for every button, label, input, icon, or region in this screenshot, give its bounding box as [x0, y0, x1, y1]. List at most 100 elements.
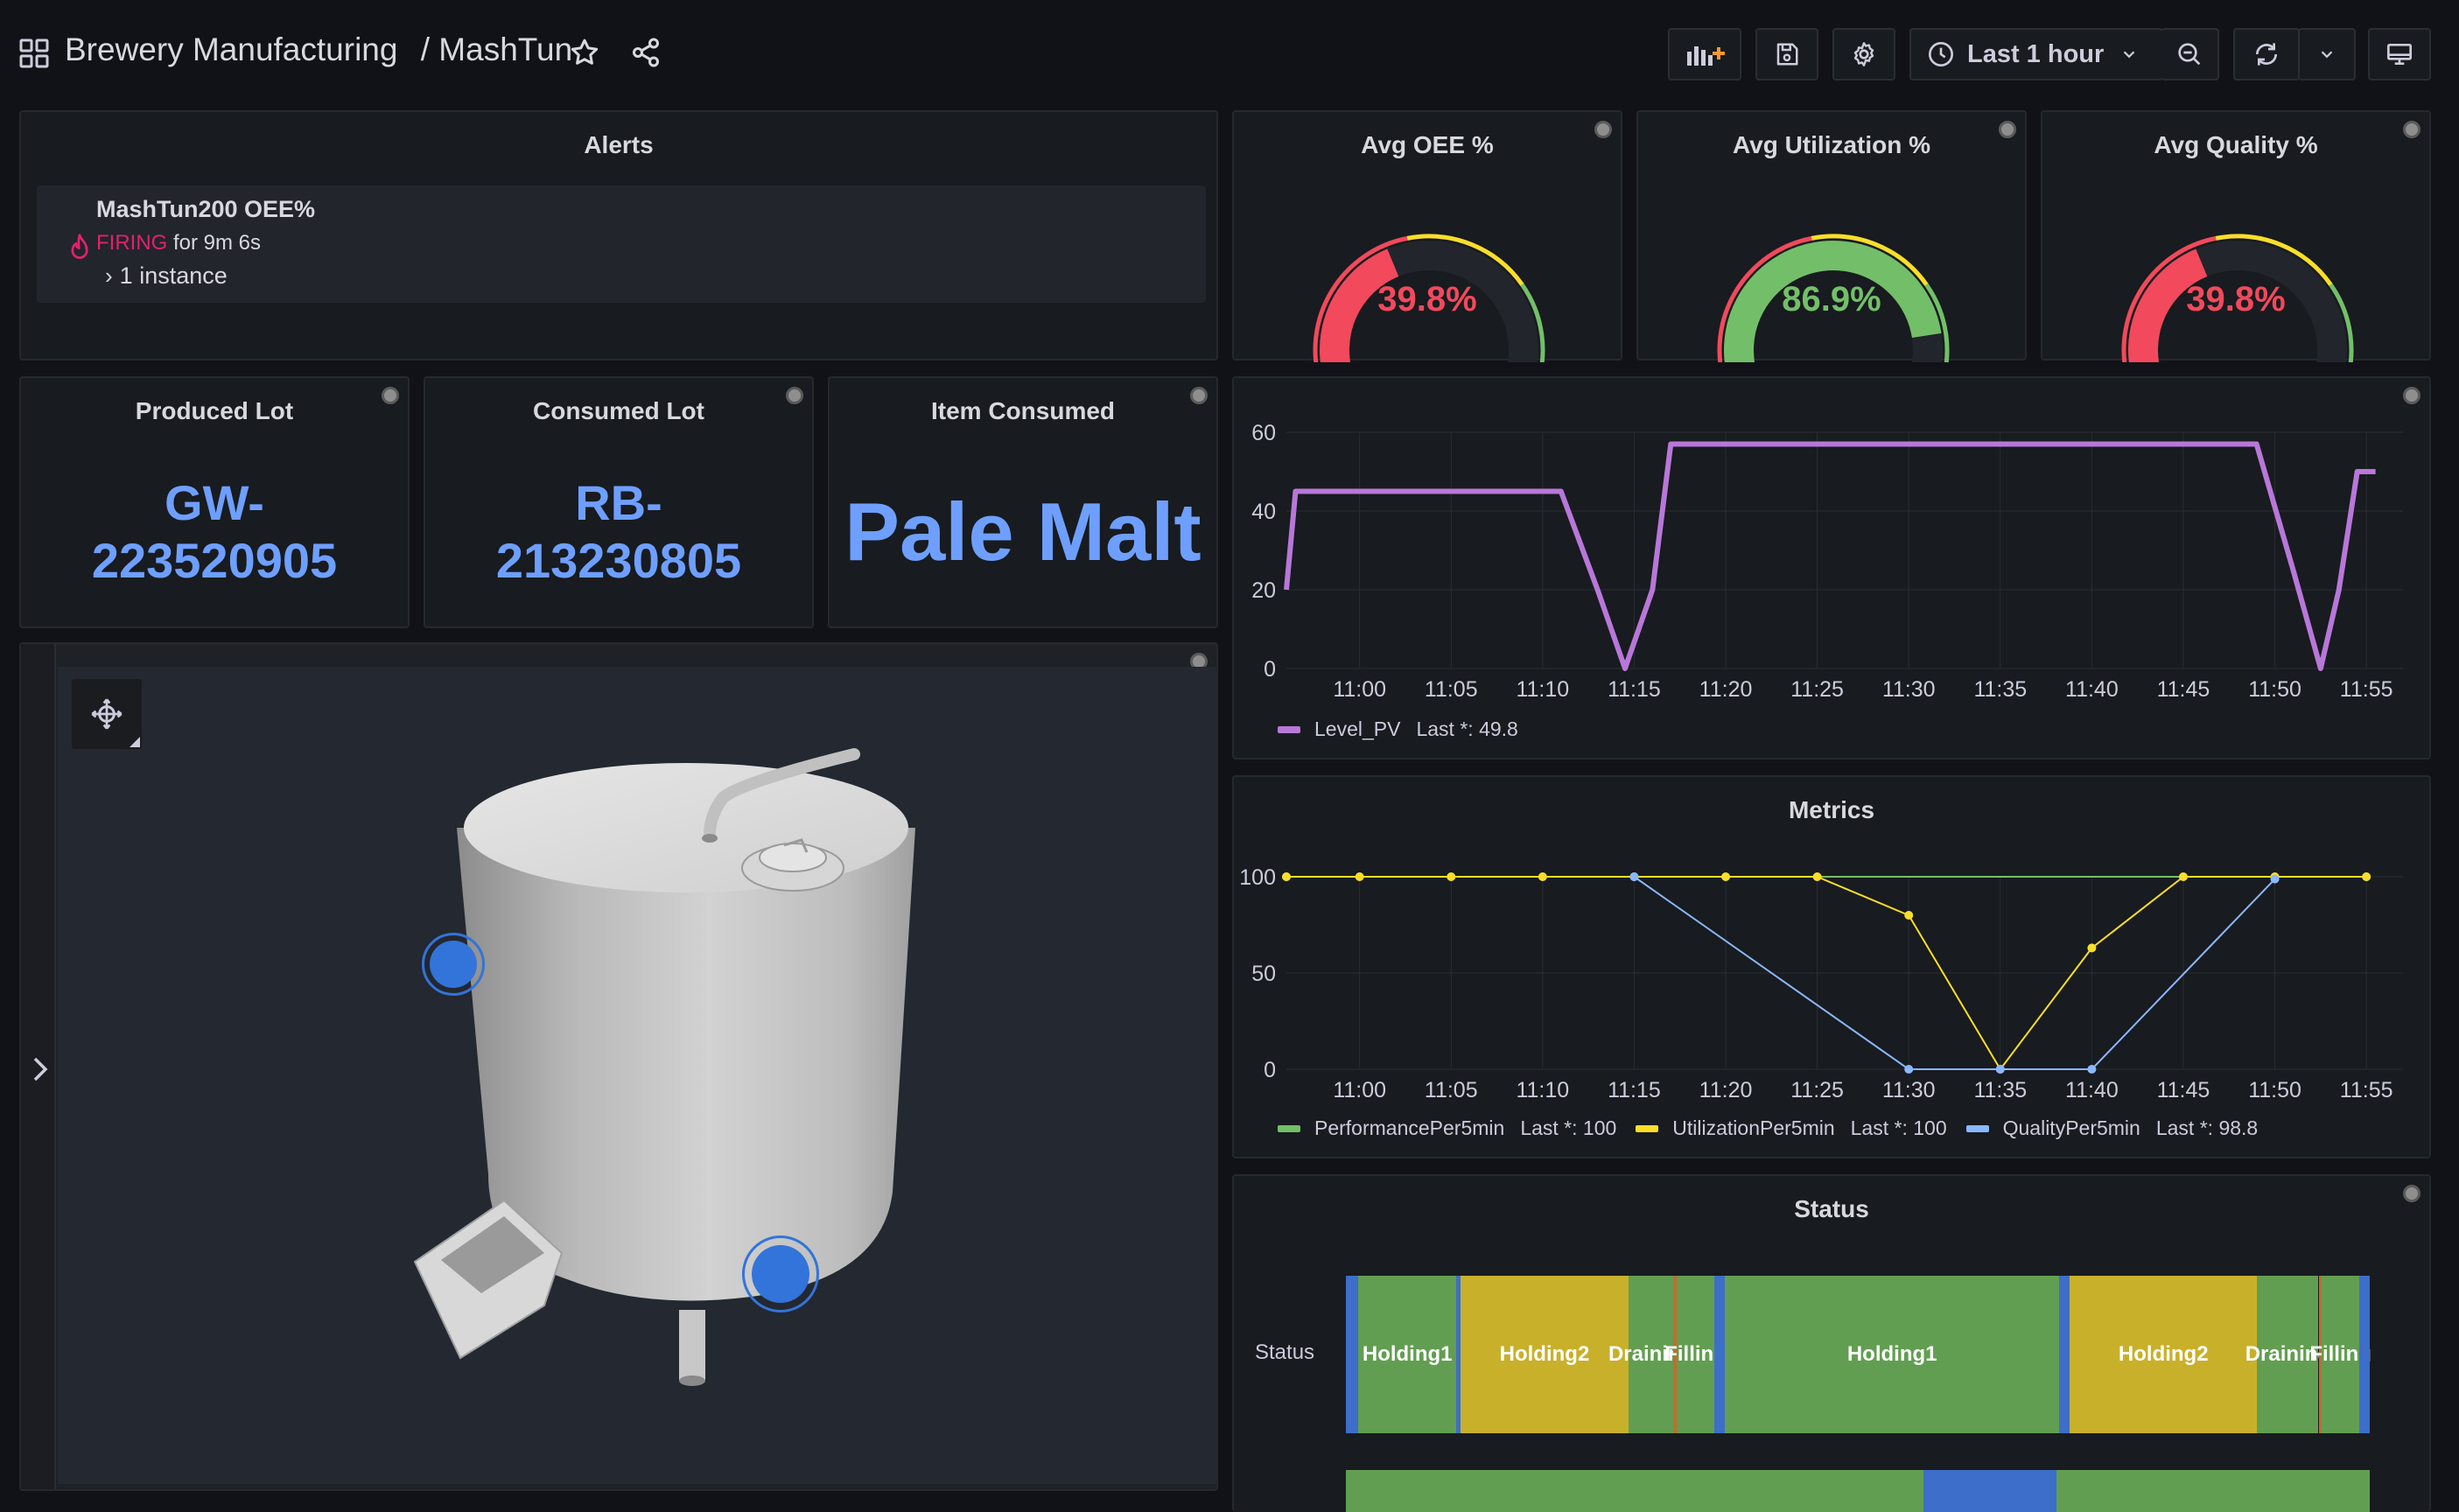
panel-status-dot [786, 387, 803, 404]
gauge-chart [2121, 234, 2354, 362]
panel-status-dot [2403, 387, 2420, 404]
consumed-lot-number: 213230805 [495, 533, 742, 588]
legend-item[interactable]: PerformancePer5min Last *: 100 [1278, 1116, 1616, 1140]
state-segment[interactable] [1346, 1276, 1359, 1433]
gauge-threshold-band [1924, 284, 1950, 362]
alert-rule-item[interactable]: MashTun200 OEE% FIRING for 9m 6s › 1 inst… [37, 186, 1206, 303]
gauge-chart [1717, 234, 1950, 362]
refresh-button[interactable] [2233, 28, 2300, 80]
metrics-timeseries-chart[interactable]: 11:00 11:05 11:10 11:15 11:20 11:25 11:30 11:35… [1234, 777, 2429, 1118]
gauge-value-arc [1320, 248, 1399, 362]
3d-model-panel [19, 642, 1218, 1491]
item-consumed-value: Pale Malt [844, 486, 1201, 578]
gauge-panel: Avg OEE % 39.8% [1232, 110, 1622, 362]
state-segment[interactable] [1346, 1470, 1923, 1512]
x-tick-label: 11:55 [2340, 1078, 2393, 1102]
panel-title: Alerts [584, 131, 654, 158]
view-controls-button[interactable] [72, 679, 142, 749]
legend-last-value: Last *: 98.8 [2155, 1116, 2259, 1139]
gauge-value: 39.8% [2186, 280, 2286, 318]
x-tick-label: 11:30 [1882, 677, 1936, 702]
save-dashboard-button[interactable] [1755, 28, 1818, 80]
dashboard-settings-button[interactable] [1832, 28, 1895, 80]
legend-series-name: QualityPer5min [2002, 1116, 2140, 1139]
level-timeseries-chart[interactable]: 11:00 11:05 11:10 11:15 11:20 11:25 11:30 11:35… [1234, 378, 2429, 719]
data-point [1282, 872, 1291, 881]
breadcrumb-folder[interactable]: Brewery Manufacturing [65, 32, 398, 67]
legend-series-name: UtilizationPer5min [1672, 1116, 1835, 1139]
move-icon [91, 698, 123, 730]
level-chart-panel: 11:00 11:05 11:10 11:15 11:20 11:25 11:30 11:35… [1232, 376, 2431, 760]
state-segment[interactable]: Holding1 [1358, 1276, 1457, 1433]
state-segment[interactable]: Holding2 [1461, 1276, 1629, 1433]
x-tick-label: 11:50 [2248, 1078, 2301, 1102]
legend-item[interactable]: QualityPer5min Last *: 98.8 [1965, 1116, 2259, 1140]
data-point [2362, 872, 2371, 881]
apps-grid-icon[interactable] [19, 38, 49, 68]
alert-instances-label: 1 instance [119, 262, 228, 289]
state-segment[interactable] [1673, 1276, 1677, 1433]
state-timeline-row-2[interactable] [1346, 1470, 2370, 1512]
state-segment[interactable] [2056, 1470, 2370, 1512]
gauge-threshold-band [2329, 284, 2354, 362]
alert-rule-name[interactable]: MashTun200 OEE% [96, 196, 316, 222]
breadcrumb: Brewery Manufacturing / MashTun [65, 32, 572, 68]
state-segment[interactable]: Draining [1608, 1276, 1693, 1433]
legend-item[interactable]: UtilizationPer5min Last *: 100 [1636, 1116, 1947, 1140]
sensor-hotspot-bottom[interactable] [742, 1236, 819, 1312]
3d-viewport[interactable] [58, 667, 1216, 1484]
state-row-label: Status [1255, 1340, 1315, 1364]
sensor-hotspot-top[interactable] [422, 933, 485, 996]
state-segment[interactable]: Holding2 [2070, 1276, 2258, 1433]
state-segment[interactable] [2359, 1276, 2370, 1433]
state-timeline-row[interactable]: Holding1 Holding2 Draining Filling Holding1 H… [1346, 1276, 2371, 1433]
state-segment[interactable]: Filling [1664, 1276, 1727, 1433]
state-segment[interactable]: Draining [2245, 1276, 2330, 1433]
panel-title: Status [1794, 1195, 1869, 1222]
tv-mode-button[interactable] [2368, 28, 2431, 80]
y-tick-label: 100 [1239, 865, 1276, 890]
data-point [2087, 1065, 2097, 1074]
state-segment[interactable] [1923, 1470, 2056, 1512]
state-segment[interactable] [1714, 1276, 1725, 1433]
alert-state: FIRING for 9m 6s [96, 231, 261, 256]
x-tick-label: 11:40 [2065, 677, 2119, 702]
state-label: Holding2 [1499, 1342, 1590, 1366]
data-point [1812, 872, 1822, 881]
chevron-right-icon[interactable] [28, 1052, 53, 1087]
state-segment[interactable]: Holding1 [1724, 1276, 2060, 1433]
hotspot-marker [752, 1245, 809, 1303]
state-segment[interactable]: Filling [2309, 1276, 2371, 1433]
chart-legend: PerformancePer5min Last *: 100 Utilizati… [1278, 1116, 2277, 1140]
gauge-threshold-band [1406, 234, 1524, 286]
legend-item[interactable]: Level_PV Last *: 49.8 [1278, 718, 1518, 741]
star-icon[interactable] [569, 37, 600, 68]
data-point [2087, 943, 2097, 953]
state-label: Holding1 [1846, 1342, 1937, 1366]
time-range-picker[interactable]: Last 1 hour [1909, 28, 2163, 80]
mash-tun-tank-model [413, 748, 915, 1386]
state-segment[interactable] [1456, 1276, 1461, 1433]
refresh-interval-dropdown[interactable] [2298, 28, 2356, 80]
add-panel-button[interactable] [1668, 28, 1741, 80]
state-label: Holding1 [1362, 1342, 1453, 1366]
panel-title: Avg OEE % [1361, 131, 1494, 158]
state-segment[interactable] [2318, 1276, 2322, 1433]
breadcrumb-dashboard[interactable]: MashTun [438, 32, 573, 67]
state-segment[interactable] [2059, 1276, 2070, 1433]
legend-last-value: Last *: 49.8 [1416, 718, 1518, 740]
zoom-out-button[interactable] [2161, 28, 2219, 80]
chart-legend: Level_PV Last *: 49.8 [1278, 718, 1538, 741]
share-icon[interactable] [630, 37, 662, 68]
panel-status-dot [1999, 121, 2016, 138]
x-tick-label: 11:55 [2340, 677, 2393, 702]
alert-state-badge: FIRING [96, 231, 168, 255]
x-tick-label: 11:20 [1699, 677, 1753, 702]
y-tick-label: 0 [1264, 1058, 1276, 1082]
x-tick-label: 11:15 [1608, 677, 1661, 702]
x-tick-label: 11:15 [1608, 1078, 1661, 1102]
x-tick-label: 11:00 [1333, 1078, 1386, 1102]
panel-status-dot [382, 387, 399, 404]
alert-instances-toggle[interactable]: › 1 instance [105, 262, 228, 290]
panel-title: Avg Utilization % [1732, 131, 1931, 158]
